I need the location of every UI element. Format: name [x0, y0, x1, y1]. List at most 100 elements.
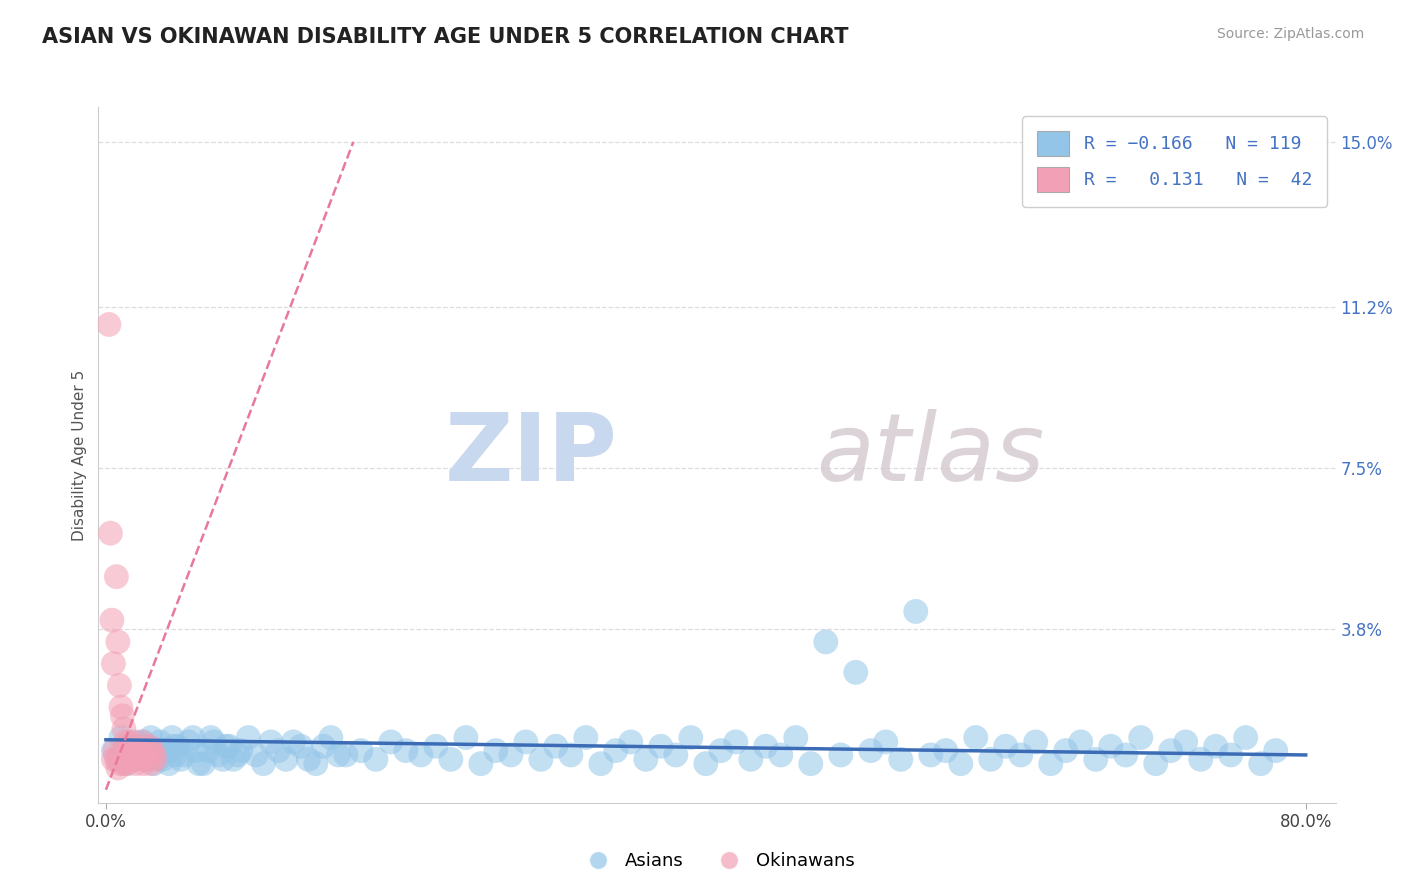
Point [170, 752, 193, 766]
Point [395, 744, 418, 758]
Point [124, 744, 146, 758]
Point [114, 747, 136, 762]
Point [155, 744, 177, 758]
Text: ZIP: ZIP [446, 409, 619, 501]
Point [132, 756, 155, 771]
Point [409, 747, 432, 762]
Point [128, 747, 150, 762]
Point [830, 747, 852, 762]
Point [110, 756, 132, 771]
Point [1129, 731, 1152, 745]
Point [769, 747, 792, 762]
Point [200, 731, 222, 745]
Point [117, 744, 139, 758]
Point [111, 752, 134, 766]
Point [1054, 744, 1077, 758]
Point [108, 747, 131, 762]
Point [335, 747, 357, 762]
Point [114, 735, 136, 749]
Point [252, 756, 274, 771]
Point [157, 756, 180, 771]
Point [222, 752, 245, 766]
Point [149, 735, 172, 749]
Point [312, 739, 335, 754]
Point [134, 744, 156, 758]
Point [695, 756, 717, 771]
Point [530, 752, 553, 766]
Point [207, 747, 229, 762]
Point [202, 735, 225, 749]
Point [115, 756, 138, 771]
Point [152, 752, 174, 766]
Point [297, 752, 319, 766]
Point [290, 739, 312, 754]
Point [575, 731, 598, 745]
Point [103, 752, 125, 766]
Point [187, 756, 209, 771]
Point [112, 747, 135, 762]
Point [470, 756, 492, 771]
Point [1234, 731, 1257, 745]
Point [665, 747, 688, 762]
Point [650, 739, 672, 754]
Point [605, 744, 627, 758]
Point [319, 731, 342, 745]
Point [245, 747, 267, 762]
Point [162, 739, 184, 754]
Point [1115, 747, 1137, 762]
Point [800, 756, 823, 771]
Point [935, 744, 957, 758]
Point [1039, 756, 1062, 771]
Point [226, 747, 249, 762]
Point [120, 747, 142, 762]
Point [544, 739, 567, 754]
Point [134, 752, 156, 766]
Point [679, 731, 702, 745]
Point [103, 657, 125, 671]
Point [112, 756, 135, 771]
Point [218, 739, 240, 754]
Point [859, 744, 882, 758]
Text: ASIAN VS OKINAWAN DISABILITY AGE UNDER 5 CORRELATION CHART: ASIAN VS OKINAWAN DISABILITY AGE UNDER 5… [42, 27, 849, 46]
Point [128, 747, 150, 762]
Point [105, 752, 128, 766]
Point [135, 747, 157, 762]
Point [125, 735, 148, 749]
Point [814, 635, 837, 649]
Point [949, 756, 972, 771]
Point [145, 752, 167, 766]
Point [634, 752, 657, 766]
Text: atlas: atlas [815, 409, 1045, 500]
Point [111, 708, 134, 723]
Point [110, 731, 132, 745]
Point [129, 752, 152, 766]
Point [1099, 739, 1122, 754]
Point [184, 744, 207, 758]
Point [177, 735, 200, 749]
Point [920, 747, 942, 762]
Point [238, 731, 260, 745]
Point [103, 744, 125, 758]
Point [163, 747, 186, 762]
Point [283, 735, 305, 749]
Point [965, 731, 987, 745]
Point [440, 752, 463, 766]
Point [125, 756, 148, 771]
Point [139, 756, 162, 771]
Point [193, 756, 215, 771]
Point [131, 744, 153, 758]
Point [117, 747, 139, 762]
Point [1070, 735, 1092, 749]
Point [160, 731, 183, 745]
Point [755, 739, 778, 754]
Point [1264, 744, 1286, 758]
Point [141, 744, 163, 758]
Point [105, 570, 128, 584]
Point [229, 744, 252, 758]
Point [845, 665, 868, 680]
Point [350, 744, 373, 758]
Point [117, 752, 139, 766]
Point [1174, 735, 1197, 749]
Point [139, 731, 162, 745]
Point [104, 744, 127, 758]
